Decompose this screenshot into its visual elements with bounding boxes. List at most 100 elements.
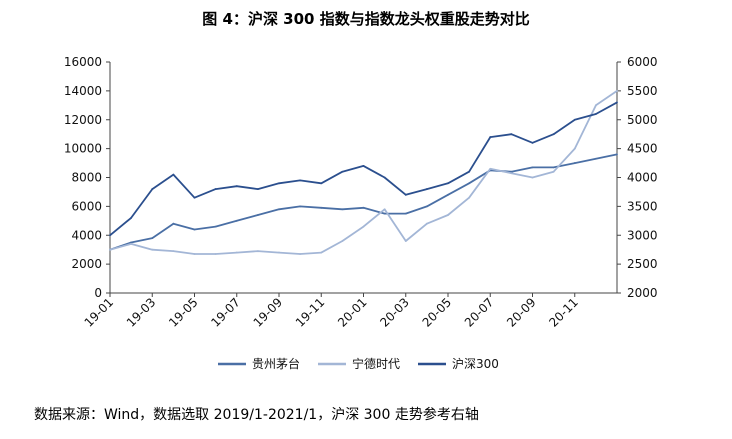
x-tick-label: 20-09 xyxy=(504,295,539,330)
series-3-point xyxy=(531,141,534,144)
series-2-point xyxy=(172,250,175,253)
series-3-point xyxy=(109,234,111,237)
series-1-point xyxy=(468,182,471,185)
series-2-point xyxy=(383,208,386,211)
right-y-tick-label: 4000 xyxy=(627,171,658,185)
series-1-point xyxy=(404,212,407,215)
series-3-point xyxy=(362,165,365,167)
series-2-point xyxy=(594,104,597,107)
legend-label-3: 沪深300 xyxy=(452,357,499,371)
series-1-point xyxy=(341,208,344,211)
series-1-point xyxy=(552,166,555,169)
right-y-tick-label: 2000 xyxy=(627,286,658,300)
x-tick-label: 19-05 xyxy=(166,295,201,330)
right-y-tick-label: 5500 xyxy=(627,84,658,98)
axes-layer: 0 2000 4000 6000 8000 10000 12000 14000 16000 200… xyxy=(64,55,658,330)
series-3-point xyxy=(278,182,280,185)
series-2-point xyxy=(510,172,513,175)
series-1-point xyxy=(172,222,175,225)
series-2-point xyxy=(214,253,217,255)
series-2-point xyxy=(489,167,492,170)
series-2-point xyxy=(573,147,576,150)
series-1-point xyxy=(256,214,259,216)
left-y-tick-label: 14000 xyxy=(64,84,102,98)
right-y-tick-label: 4500 xyxy=(627,142,658,156)
series-2-point xyxy=(531,176,534,179)
right-y-tick-label: 2500 xyxy=(627,257,658,271)
x-tick-label: 20-05 xyxy=(420,295,455,330)
x-tick-label: 19-09 xyxy=(251,295,286,330)
series-1-point xyxy=(193,228,196,231)
series-3-point xyxy=(447,182,449,185)
series-2-point xyxy=(362,225,365,228)
x-tick-label: 19-11 xyxy=(293,295,328,330)
series-3-point xyxy=(468,170,471,173)
series-3-point xyxy=(172,173,175,176)
series-2-point xyxy=(341,240,344,242)
series-layer xyxy=(109,89,618,255)
series-2-point xyxy=(552,170,555,173)
series-3-point xyxy=(341,170,344,173)
right-y-tick-label: 5000 xyxy=(627,113,658,127)
left-y-tick-label: 2000 xyxy=(71,257,102,271)
series-3-point xyxy=(130,217,133,219)
series-3-point xyxy=(510,133,513,136)
series-1-point xyxy=(616,153,618,156)
series-1-point xyxy=(447,193,449,196)
series-2-point xyxy=(109,248,111,251)
series-1-point xyxy=(594,157,597,160)
left-y-tick-label: 4000 xyxy=(71,228,102,242)
series-1-point xyxy=(425,205,428,208)
series-3-point xyxy=(383,176,386,179)
series-2-point xyxy=(130,243,133,245)
series-2-point xyxy=(468,196,471,199)
series-2-point xyxy=(616,89,618,92)
series-1-point xyxy=(362,206,365,209)
left-y-tick-label: 0 xyxy=(94,286,102,300)
series-3-point xyxy=(573,118,576,121)
left-y-tick-label: 12000 xyxy=(64,113,102,127)
source-note: 数据来源：Wind，数据选取 2019/1-2021/1，沪深 300 走势参考… xyxy=(34,407,479,423)
series-3-point xyxy=(256,188,259,190)
series-3-point xyxy=(151,188,154,190)
series-3-point xyxy=(594,113,597,115)
series-3-point xyxy=(193,196,196,199)
legend: 贵州茅台 宁德时代 沪深300 xyxy=(218,356,499,371)
legend-label-2: 宁德时代 xyxy=(352,356,400,371)
x-tick-label: 20-07 xyxy=(462,295,497,330)
left-y-tick-label: 8000 xyxy=(71,171,102,185)
series-2-point xyxy=(256,250,259,253)
series-1-point xyxy=(130,241,133,244)
x-tick-label: 20-03 xyxy=(377,295,412,330)
x-tick-label: 20-11 xyxy=(546,295,581,330)
series-2-point xyxy=(193,253,196,255)
x-tick-label: 19-07 xyxy=(208,295,243,330)
right-y-tick-label: 3000 xyxy=(627,228,658,242)
series-1-point xyxy=(151,237,154,240)
series-line-2 xyxy=(109,90,618,255)
series-3-point xyxy=(299,179,302,182)
series-1-point xyxy=(214,225,217,228)
series-1-point xyxy=(278,208,280,211)
series-2-point xyxy=(235,251,238,254)
series-line-3 xyxy=(109,101,618,236)
right-y-tick-label: 3500 xyxy=(627,199,658,213)
series-2-point xyxy=(425,222,428,225)
series-2-point xyxy=(299,253,302,255)
series-2-point xyxy=(320,251,323,254)
series-1-point xyxy=(235,219,238,222)
left-y-tick-label: 16000 xyxy=(64,55,102,69)
series-1-point xyxy=(320,206,323,209)
left-y-tick-label: 6000 xyxy=(71,199,102,213)
series-1-point xyxy=(573,162,576,164)
right-y-tick-label: 6000 xyxy=(627,55,658,69)
x-tick-label: 19-01 xyxy=(82,295,117,330)
series-2-point xyxy=(447,214,449,216)
series-3-point xyxy=(404,193,407,196)
series-3-point xyxy=(214,188,217,190)
series-line-1 xyxy=(109,153,618,251)
series-2-point xyxy=(404,240,407,242)
series-1-point xyxy=(510,170,513,173)
series-3-point xyxy=(552,133,555,136)
